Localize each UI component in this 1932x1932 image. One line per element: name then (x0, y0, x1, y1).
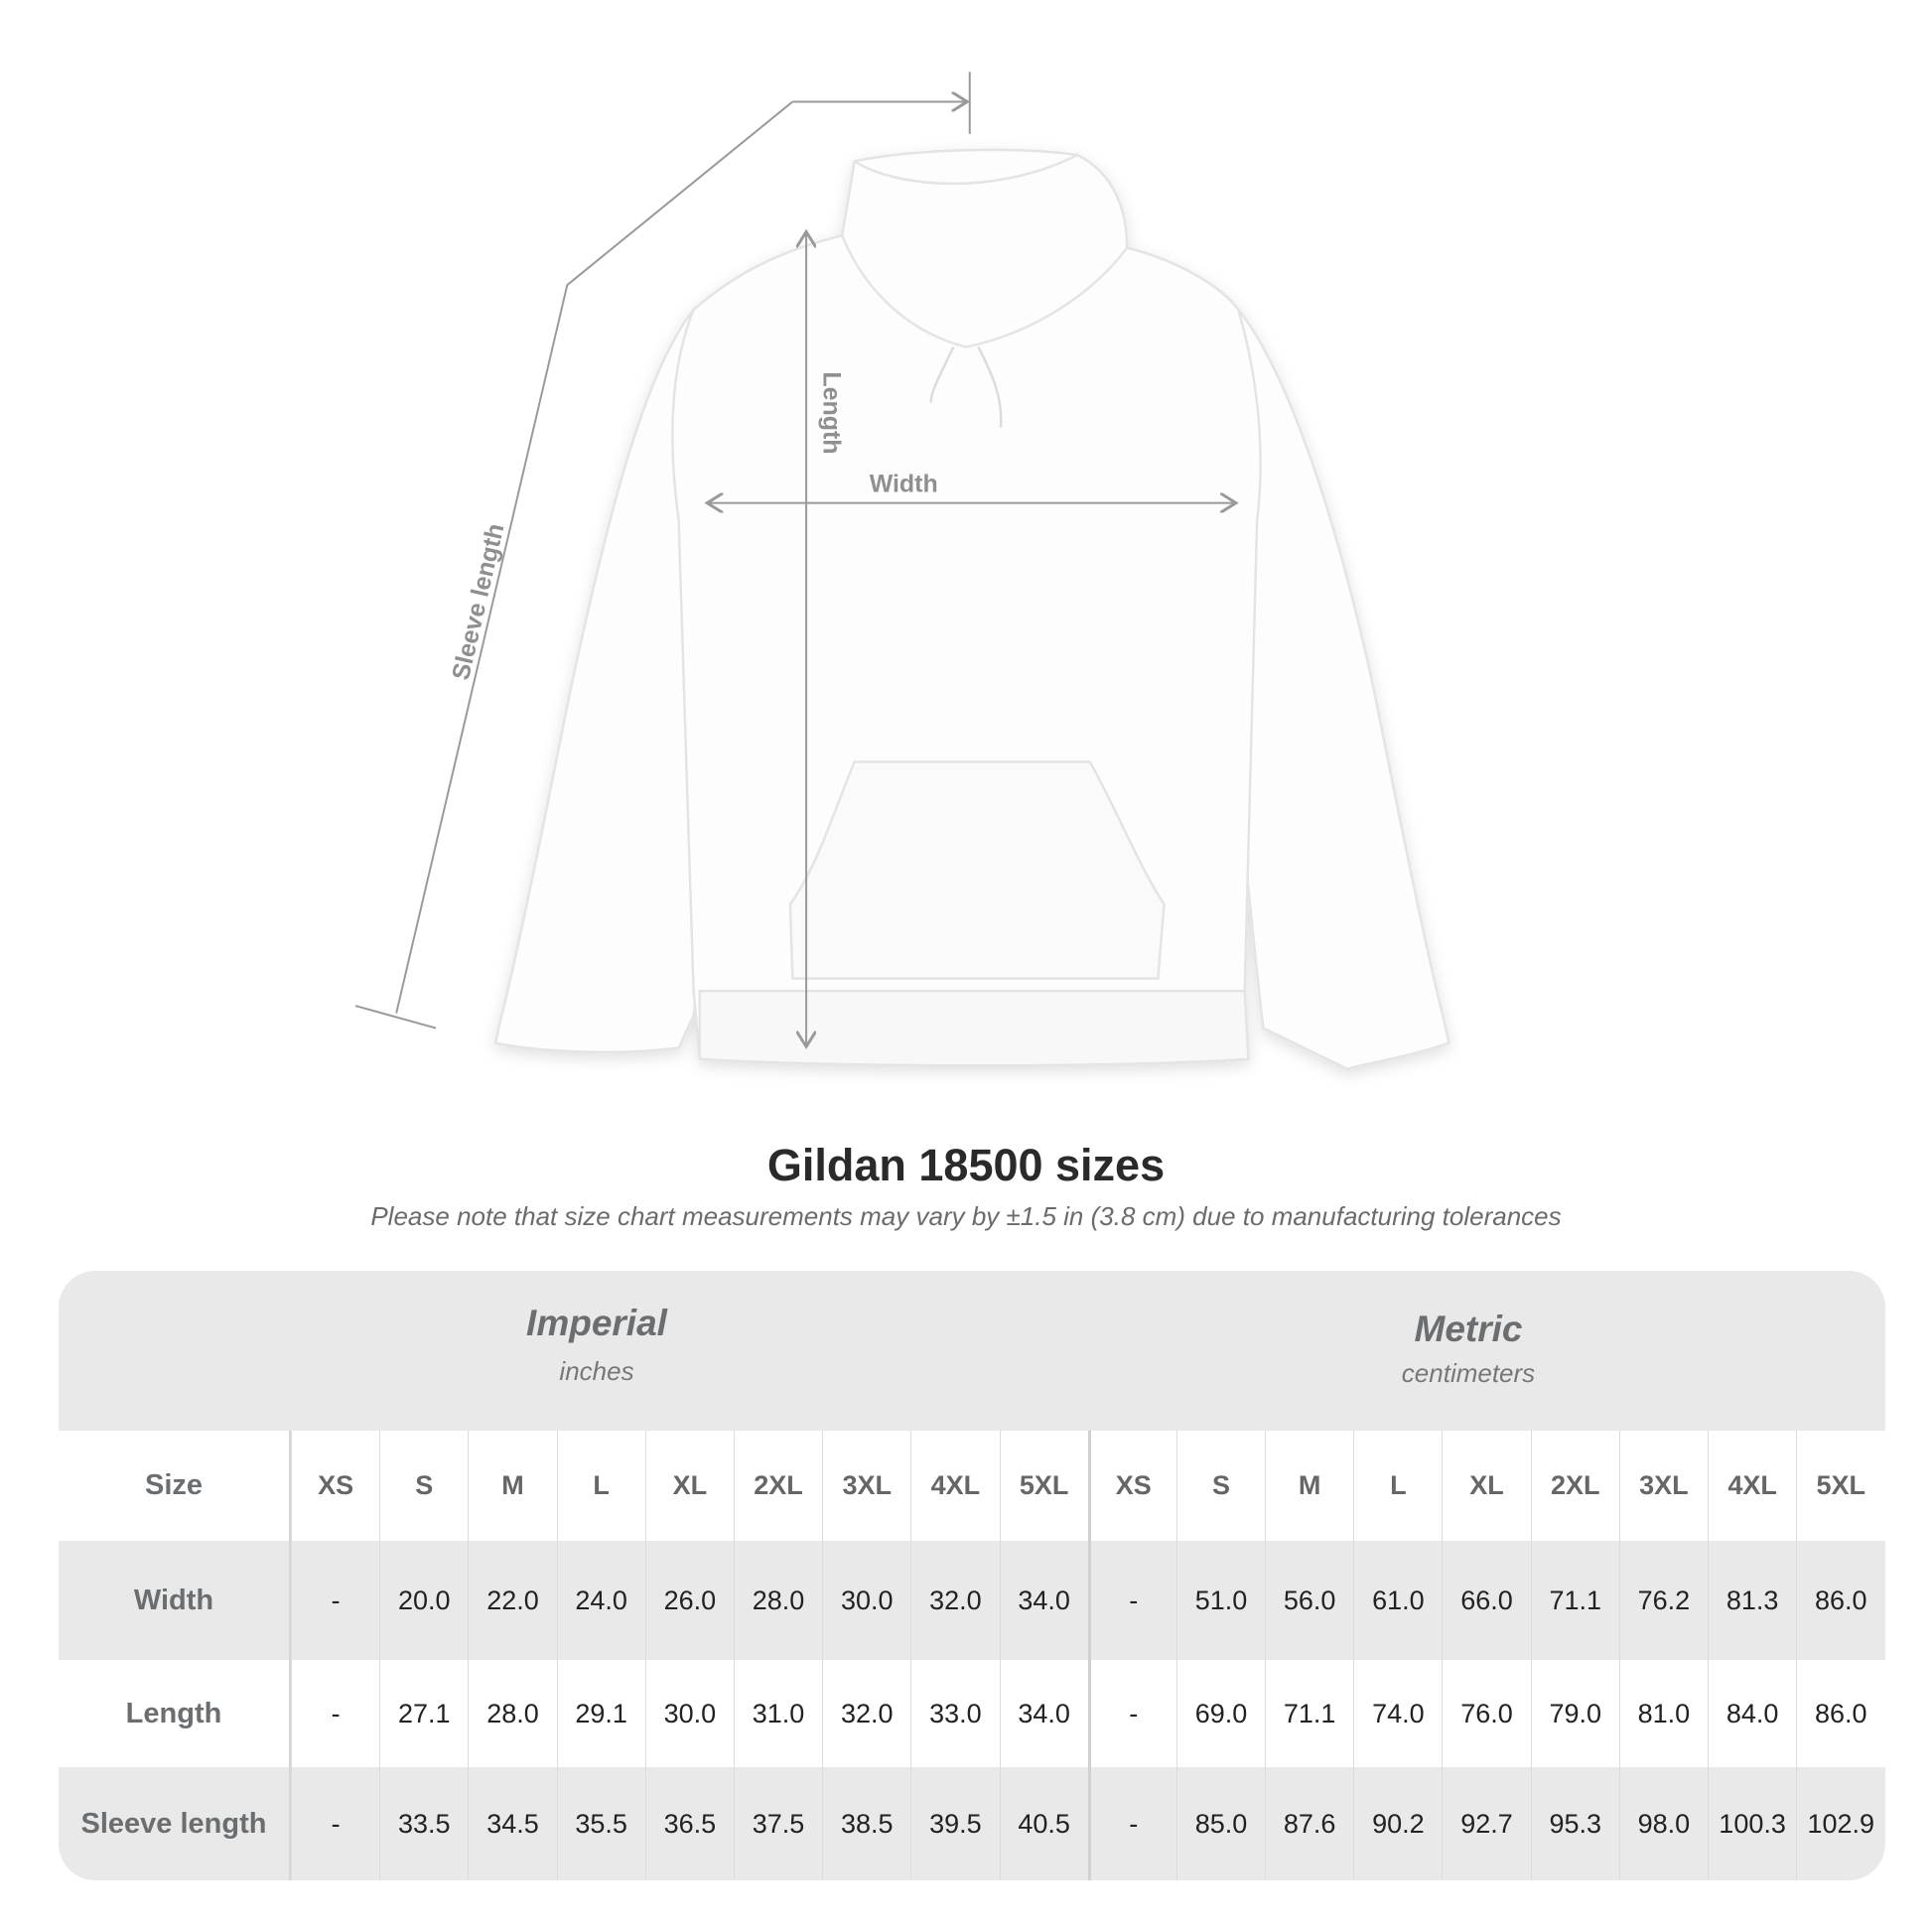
table-cell: 38.5 (822, 1767, 910, 1880)
table-cell: 27.1 (379, 1660, 468, 1767)
table-cell: - (1087, 1660, 1176, 1767)
table-cell: 87.6 (1265, 1767, 1353, 1880)
length-label: Length (818, 371, 846, 454)
table-cell: 90.2 (1353, 1767, 1442, 1880)
table-row-length: Length -27.1 28.0 29.1 30.0 31.0 32.0 33.0 34.0-… (59, 1660, 1885, 1767)
size-header-imperial: 4XL (910, 1431, 999, 1541)
table-cell: 34.0 (999, 1541, 1088, 1660)
table-cell: 32.0 (910, 1541, 999, 1660)
hoodie-image (493, 148, 1450, 1072)
table-cell: 20.0 (379, 1541, 468, 1660)
table-cell: 28.0 (733, 1541, 822, 1660)
size-header-imperial: 5XL (999, 1431, 1088, 1541)
size-header-metric: 5XL (1796, 1431, 1884, 1541)
table-cell: 71.1 (1530, 1541, 1619, 1660)
table-cell: 33.5 (379, 1767, 468, 1880)
imperial-title: Imperial (526, 1303, 667, 1343)
size-header-metric: S (1175, 1431, 1265, 1541)
table-cell: 81.0 (1618, 1660, 1708, 1767)
table-cell: 32.0 (822, 1660, 910, 1767)
table-cell: 81.3 (1708, 1541, 1796, 1660)
size-header-imperial: S (379, 1431, 468, 1541)
table-cell: 37.5 (733, 1767, 822, 1880)
table-cell: 40.5 (999, 1767, 1088, 1880)
table-cell: - (291, 1541, 379, 1660)
table-cell: 28.0 (468, 1660, 556, 1767)
hoodie-diagram: Sleeve length Length Width (354, 71, 1450, 1072)
size-row: Size XS S M L XL 2XL 3XL 4XL 5XL XS S M L XL 2XL 3XL 4XL 5… (59, 1431, 1885, 1541)
sleeve-length-label: Sleeve length (447, 521, 509, 683)
tolerance-note: Please note that size chart measurements… (370, 1201, 1562, 1231)
metric-header: Metric centimeters (1220, 1309, 1717, 1389)
sleeve-bottom-tick (354, 1005, 437, 1030)
row-label: Width (59, 1541, 291, 1660)
table-cell: 102.9 (1796, 1767, 1884, 1880)
size-header-metric: 2XL (1530, 1431, 1619, 1541)
table-cell: 30.0 (822, 1541, 910, 1660)
table-cell: 56.0 (1265, 1541, 1353, 1660)
size-header-metric: M (1265, 1431, 1353, 1541)
sleeve-length-line (395, 100, 793, 1014)
table-cell: 69.0 (1175, 1660, 1265, 1767)
table-cell: 51.0 (1175, 1541, 1265, 1660)
metric-title: Metric (1414, 1309, 1523, 1349)
measurement-lines (354, 71, 1236, 1047)
size-header-imperial: XS (291, 1431, 379, 1541)
table-cell: 22.0 (468, 1541, 556, 1660)
imperial-unit: inches (559, 1356, 634, 1386)
size-header-metric: 3XL (1618, 1431, 1708, 1541)
width-label: Width (870, 470, 938, 497)
table-cell: 76.2 (1618, 1541, 1708, 1660)
size-header-metric: XS (1087, 1431, 1176, 1541)
size-header-metric: 4XL (1708, 1431, 1796, 1541)
table-cell: 29.1 (556, 1660, 645, 1767)
table-cell: 39.5 (910, 1767, 999, 1880)
imperial-header: Imperial inches (348, 1303, 845, 1387)
table-cell: 36.5 (644, 1767, 734, 1880)
table-row-width: Width -20.0 22.0 24.0 26.0 28.0 30.0 32.0 34.0-5… (59, 1541, 1885, 1660)
table-cell: 92.7 (1442, 1767, 1530, 1880)
size-header-imperial: M (468, 1431, 556, 1541)
table-cell: 98.0 (1618, 1767, 1708, 1880)
table-cell: 31.0 (733, 1660, 822, 1767)
page-title: Gildan 18500 sizes (766, 1140, 1166, 1190)
table-cell: 33.0 (910, 1660, 999, 1767)
table-cell: 34.0 (999, 1660, 1088, 1767)
table-cell: - (1087, 1541, 1176, 1660)
table-cell: 74.0 (1353, 1660, 1442, 1767)
unit-header: Imperial inches Metric centimeters (59, 1271, 1885, 1431)
row-label: Sleeve length (59, 1767, 291, 1880)
table-cell: 26.0 (644, 1541, 734, 1660)
size-header-imperial: XL (644, 1431, 734, 1541)
table-cell: - (291, 1660, 379, 1767)
table-cell: 76.0 (1442, 1660, 1530, 1767)
size-label: Size (59, 1431, 291, 1541)
table-cell: - (291, 1767, 379, 1880)
size-header-imperial: 2XL (733, 1431, 822, 1541)
table-cell: 95.3 (1530, 1767, 1619, 1880)
table-cell: 79.0 (1530, 1660, 1619, 1767)
metric-unit: centimeters (1401, 1358, 1536, 1388)
table-cell: - (1087, 1767, 1176, 1880)
table-cell: 71.1 (1265, 1660, 1353, 1767)
table-cell: 86.0 (1796, 1660, 1884, 1767)
table-cell: 30.0 (644, 1660, 734, 1767)
table-cell: 61.0 (1353, 1541, 1442, 1660)
table-cell: 66.0 (1442, 1541, 1530, 1660)
size-header-metric: L (1353, 1431, 1442, 1541)
table-row-sleeve-length: Sleeve length -33.5 34.5 35.5 36.5 37.5 38.5 39… (59, 1767, 1885, 1880)
table-cell: 86.0 (1796, 1541, 1884, 1660)
table-cell: 85.0 (1175, 1767, 1265, 1880)
size-header-imperial: 3XL (822, 1431, 910, 1541)
table-cell: 34.5 (468, 1767, 556, 1880)
table-cell: 84.0 (1708, 1660, 1796, 1767)
table-cell: 100.3 (1708, 1767, 1796, 1880)
table-cell: 24.0 (556, 1541, 645, 1660)
size-header-imperial: L (556, 1431, 645, 1541)
size-header-metric: XL (1442, 1431, 1530, 1541)
row-label: Length (59, 1660, 291, 1767)
table-cell: 35.5 (556, 1767, 645, 1880)
size-table: Imperial inches Metric centimeters Size X… (59, 1271, 1885, 1880)
